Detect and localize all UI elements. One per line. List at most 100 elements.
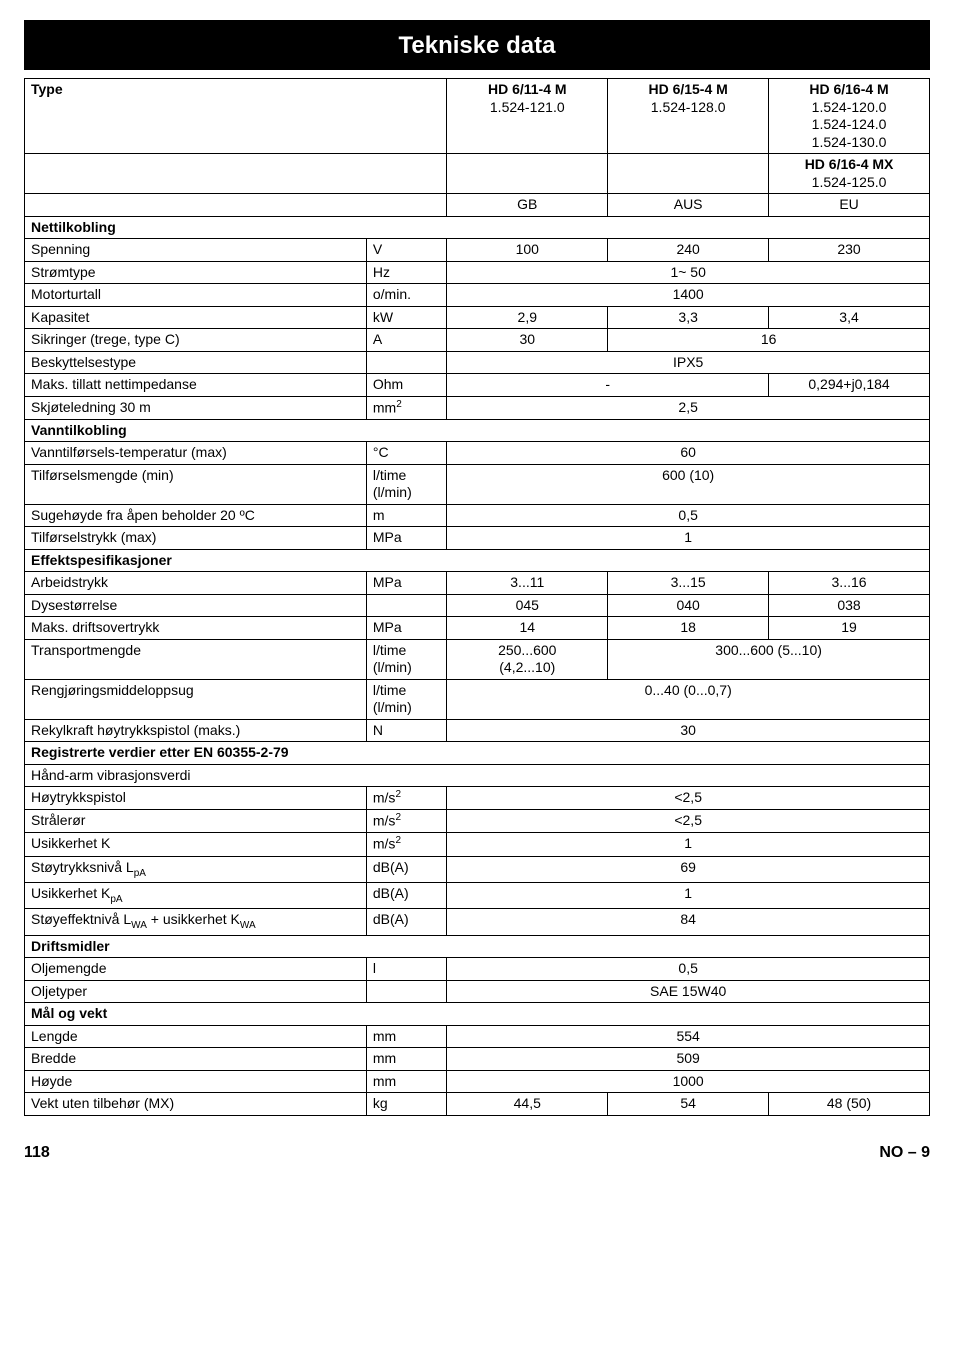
label-sub2: WA [240,920,256,931]
row-label: Vanntilførsels-temperatur (max) [25,442,367,465]
table-row: BeskyttelsestypeIPX5 [25,351,930,374]
cell: 230 [769,239,930,262]
cell: SAE 15W40 [447,980,930,1003]
row-unit: l/time (l/min) [366,679,446,719]
label-sub: pA [134,867,146,878]
cell: 84 [447,909,930,935]
row-label: Vekt uten tilbehør (MX) [25,1093,367,1116]
label-text: Usikkerhet K [31,885,110,901]
section-vanntilkobling: Vanntilkobling [25,419,930,442]
cell: 1000 [447,1070,930,1093]
row-label: Dysestørrelse [25,594,367,617]
section-mal-og-vekt: Mål og vekt [25,1003,930,1026]
region-2: AUS [608,194,769,217]
section-subtitle: Hånd-arm vibrasjonsverdi [25,764,930,787]
row-label: Tilførselsmengde (min) [25,464,367,504]
model-1-name: HD 6/11-4 M [488,81,567,97]
type-label: Type [25,79,447,154]
table-row: Vekt uten tilbehør (MX)kg44,55448 (50) [25,1093,930,1116]
row-unit: MPa [366,572,446,595]
label-sub1: WA [131,920,147,931]
cell: <2,5 [447,810,930,833]
section-title: Registrerte verdier etter EN 60355-2-79 [25,742,930,765]
row-unit: dB(A) [366,909,446,935]
section-effekt: Effektspesifikasjoner [25,549,930,572]
table-row: Usikkerhet KpAdB(A)1 [25,882,930,908]
model-3-name: HD 6/16-4 M [809,81,888,97]
row-unit: o/min. [366,284,446,307]
row-label: Usikkerhet KpA [25,882,367,908]
row-unit: dB(A) [366,882,446,908]
row-label: Usikkerhet K [25,833,367,856]
row-label: Skjøteledning 30 m [25,396,367,419]
cell: 240 [608,239,769,262]
cell: 0...40 (0...0,7) [447,679,930,719]
row-label: Transportmengde [25,639,367,679]
cell: 554 [447,1025,930,1048]
row-unit: m/s2 [366,810,446,833]
table-row: Støyeffektnivå LWA + usikkerhet KWAdB(A)… [25,909,930,935]
table-row: Høydemm1000 [25,1070,930,1093]
spec-table: Type HD 6/11-4 M 1.524-121.0 HD 6/15-4 M… [24,78,930,1116]
cell: 100 [447,239,608,262]
row-label: Lengde [25,1025,367,1048]
table-row: Transportmengdel/time (l/min)250...600(4… [25,639,930,679]
cell: 1~ 50 [447,261,930,284]
row-label: Oljetyper [25,980,367,1003]
model-3-code-3: 1.524-130.0 [812,134,887,150]
row-label: Høyde [25,1070,367,1093]
model-1-code: 1.524-121.0 [490,99,565,115]
cell: 1 [447,882,930,908]
row-label: Oljemengde [25,958,367,981]
row-unit: l/time (l/min) [366,639,446,679]
model-mx: HD 6/16-4 MX 1.524-125.0 [769,154,930,194]
page-number-right: NO – 9 [879,1144,930,1162]
cell: IPX5 [447,351,930,374]
cell: 69 [447,856,930,882]
unit-text: m/s [373,790,396,806]
table-row: KapasitetkW2,93,33,4 [25,306,930,329]
cell: 30 [447,329,608,352]
label-text: Støyeffektnivå L [31,911,131,927]
blank [25,194,447,217]
cell: <2,5 [447,787,930,810]
cell: 040 [608,594,769,617]
cell: 30 [447,719,930,742]
row-unit: kW [366,306,446,329]
table-row: Rengjøringsmiddeloppsugl/time (l/min)0..… [25,679,930,719]
table-row: Rekylkraft høytrykkspistol (maks.)N30 [25,719,930,742]
cell: 3,4 [769,306,930,329]
table-row: Sikringer (trege, type C)A3016 [25,329,930,352]
row-unit [366,351,446,374]
row-label: Spenning [25,239,367,262]
val-a: 250...600 [498,642,556,658]
cell: 600 (10) [447,464,930,504]
region-1: GB [447,194,608,217]
row-label: Støyeffektnivå LWA + usikkerhet KWA [25,909,367,935]
table-row: Støytrykksnivå LpAdB(A)69 [25,856,930,882]
row-unit: dB(A) [366,856,446,882]
table-row: Høytrykkspistolm/s2<2,5 [25,787,930,810]
section-title: Vanntilkobling [25,419,930,442]
table-row: Maks. driftsovertrykkMPa141819 [25,617,930,640]
row-label: Maks. driftsovertrykk [25,617,367,640]
table-row: StrømtypeHz1~ 50 [25,261,930,284]
model-3-code-2: 1.524-124.0 [812,116,887,132]
table-row: Motorturtallo/min.1400 [25,284,930,307]
cell: 3,3 [608,306,769,329]
section-regverdier: Registrerte verdier etter EN 60355-2-79 [25,742,930,765]
row-label: Sikringer (trege, type C) [25,329,367,352]
page-title: Tekniske data [24,32,930,60]
row-unit: mm [366,1025,446,1048]
cell: 18 [608,617,769,640]
cell: 2,5 [447,396,930,419]
row-unit: Ohm [366,374,446,397]
cell: 509 [447,1048,930,1071]
row-label: Strømtype [25,261,367,284]
row-unit: N [366,719,446,742]
section-title: Driftsmidler [25,935,930,958]
unit-sup: 2 [395,835,401,846]
unit-sup: 2 [395,789,401,800]
cell: 1 [447,833,930,856]
label-sub: pA [110,894,122,905]
